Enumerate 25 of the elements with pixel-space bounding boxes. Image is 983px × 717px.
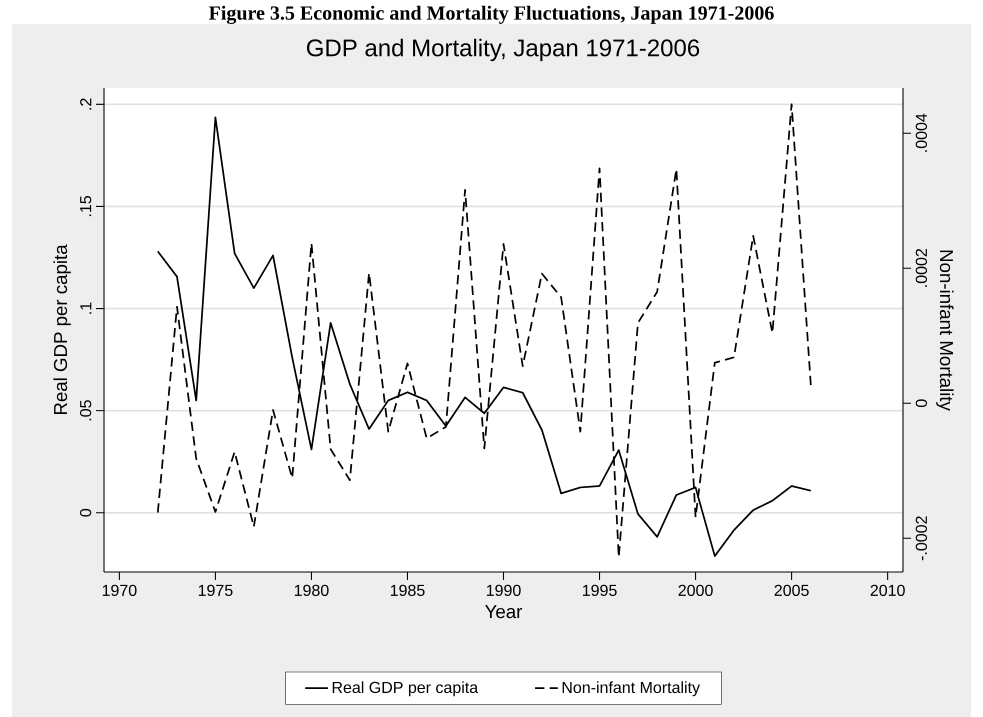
x-tick-label: 1990: [486, 584, 521, 596]
x-tick-label: 1995: [582, 584, 617, 596]
y-tick-label: .15: [80, 196, 92, 216]
y2-tick-label: .0004: [916, 114, 928, 152]
x-tick-label: 1985: [390, 584, 425, 596]
x-tick-label: 2000: [678, 584, 713, 596]
x-tick-label: 2010: [870, 584, 905, 596]
x-tick-label: 2005: [774, 584, 809, 596]
chart-title: GDP and Mortality, Japan 1971-2006: [306, 38, 700, 62]
legend-label: Non-infant Mortality: [562, 681, 700, 696]
y2-tick-label: .0002: [916, 249, 928, 287]
y-tick-label: .05: [80, 400, 92, 420]
y-tick-label: 0: [80, 508, 92, 517]
y2-axis-title: Non-infant Mortality: [936, 250, 954, 411]
x-tick-label: 1970: [102, 584, 137, 596]
y-tick-label: .1: [80, 302, 92, 314]
y-tick-label: .2: [80, 98, 92, 110]
x-axis-title: Year: [485, 605, 522, 618]
legend-label: Real GDP per capita: [332, 681, 478, 696]
caption: Figure 3.5 Economic and Mortality Fluctuations, Japan 1971-2006: [208, 6, 774, 24]
y2-tick-label: 0: [916, 399, 928, 408]
x-tick-label: 1975: [198, 584, 233, 596]
x-tick-label: 1980: [294, 584, 329, 596]
y-axis-title: Real GDP per capita: [53, 244, 71, 414]
y2-tick-label: -.0002: [916, 516, 928, 560]
